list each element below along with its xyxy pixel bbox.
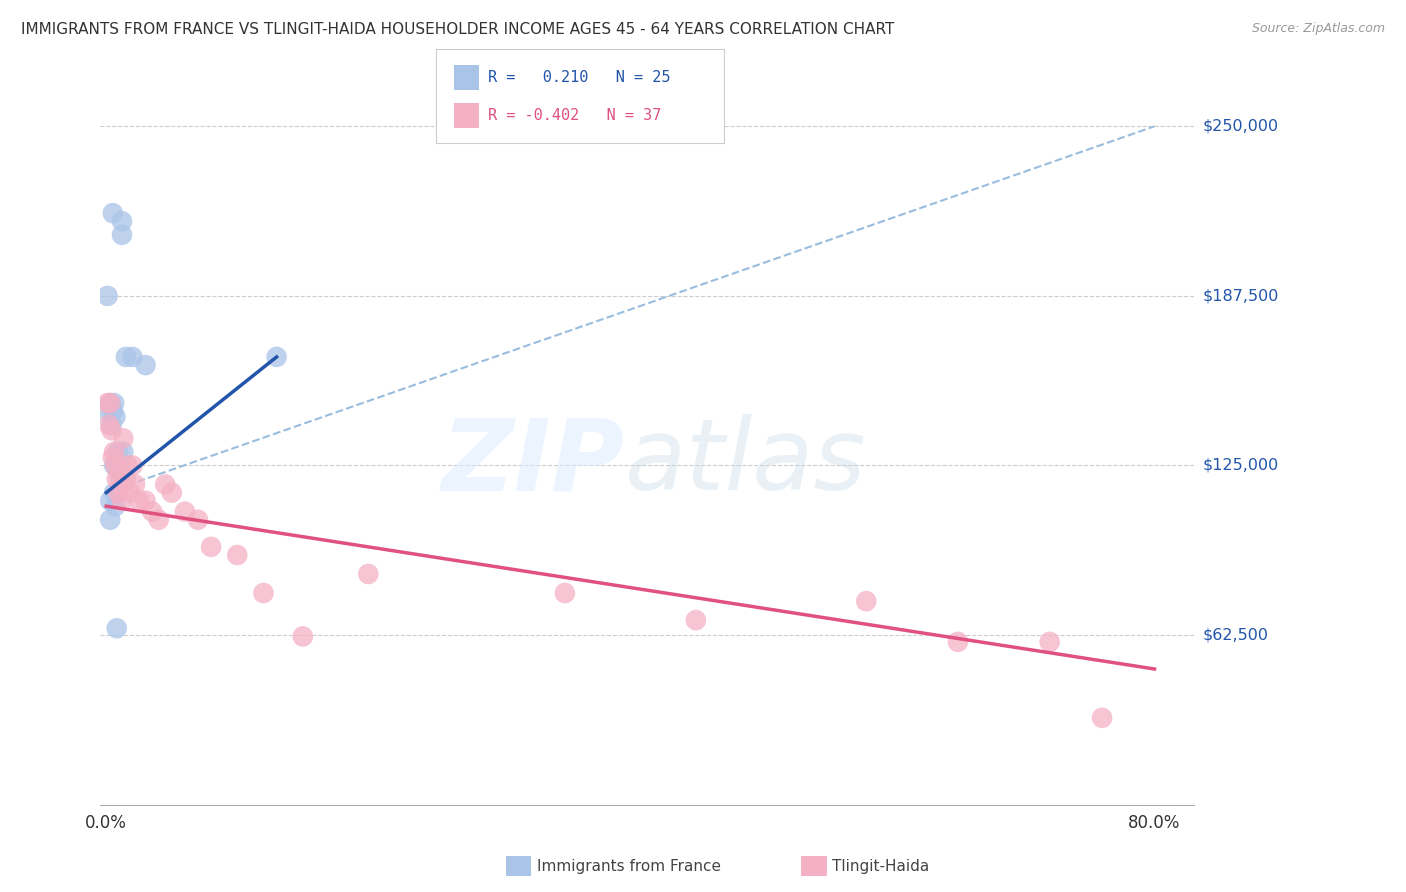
- Text: R = -0.402   N = 37: R = -0.402 N = 37: [488, 108, 661, 122]
- Point: [110, 477, 132, 491]
- Point: [101, 206, 124, 220]
- Point: [357, 567, 380, 582]
- Point: [104, 458, 127, 473]
- Point: [124, 477, 146, 491]
- Point: [110, 472, 132, 486]
- Point: [135, 358, 157, 372]
- Point: [111, 227, 134, 242]
- Point: [121, 350, 143, 364]
- Point: [103, 396, 125, 410]
- Point: [105, 621, 128, 635]
- Point: [100, 417, 122, 432]
- Point: [104, 409, 127, 424]
- Text: $62,500: $62,500: [1202, 628, 1268, 642]
- Text: Tlingit-Haida: Tlingit-Haida: [832, 859, 929, 873]
- Point: [160, 485, 183, 500]
- Point: [100, 423, 122, 437]
- Point: [112, 431, 135, 445]
- Point: [105, 472, 128, 486]
- Point: [148, 513, 170, 527]
- Point: [226, 548, 249, 562]
- Text: $125,000: $125,000: [1202, 458, 1278, 473]
- Point: [103, 445, 125, 459]
- Point: [1091, 711, 1114, 725]
- Point: [103, 458, 125, 473]
- Point: [115, 458, 138, 473]
- Point: [97, 289, 120, 303]
- Text: R =   0.210   N = 25: R = 0.210 N = 25: [488, 70, 671, 85]
- Point: [946, 635, 969, 649]
- Text: Source: ZipAtlas.com: Source: ZipAtlas.com: [1251, 22, 1385, 36]
- Point: [98, 513, 121, 527]
- Point: [141, 505, 163, 519]
- Point: [107, 485, 129, 500]
- Point: [128, 493, 150, 508]
- Point: [554, 586, 576, 600]
- Point: [97, 396, 120, 410]
- Point: [98, 493, 121, 508]
- Point: [118, 485, 141, 500]
- Point: [1039, 635, 1062, 649]
- Point: [107, 445, 129, 459]
- Point: [685, 613, 707, 627]
- Point: [104, 499, 127, 513]
- Point: [97, 417, 120, 432]
- Point: [105, 458, 128, 473]
- Point: [115, 350, 138, 364]
- Point: [111, 214, 134, 228]
- Point: [98, 396, 121, 410]
- Point: [115, 472, 138, 486]
- Point: [98, 396, 121, 410]
- Text: IMMIGRANTS FROM FRANCE VS TLINGIT-HAIDA HOUSEHOLDER INCOME AGES 45 - 64 YEARS CO: IMMIGRANTS FROM FRANCE VS TLINGIT-HAIDA …: [21, 22, 894, 37]
- Point: [266, 350, 288, 364]
- Text: $250,000: $250,000: [1202, 119, 1278, 134]
- Point: [121, 458, 143, 473]
- Text: Immigrants from France: Immigrants from France: [537, 859, 721, 873]
- Text: ZIP: ZIP: [441, 415, 624, 511]
- Point: [173, 505, 195, 519]
- Point: [200, 540, 222, 554]
- Point: [101, 404, 124, 418]
- Point: [252, 586, 274, 600]
- Point: [187, 513, 209, 527]
- Point: [111, 493, 134, 508]
- Point: [101, 450, 124, 465]
- Point: [112, 445, 135, 459]
- Point: [155, 477, 177, 491]
- Point: [97, 404, 120, 418]
- Point: [291, 629, 314, 643]
- Text: atlas: atlas: [624, 415, 866, 511]
- Point: [108, 467, 131, 481]
- Point: [103, 485, 125, 500]
- Point: [135, 493, 157, 508]
- Point: [855, 594, 877, 608]
- Point: [108, 458, 131, 473]
- Text: $187,500: $187,500: [1202, 288, 1278, 303]
